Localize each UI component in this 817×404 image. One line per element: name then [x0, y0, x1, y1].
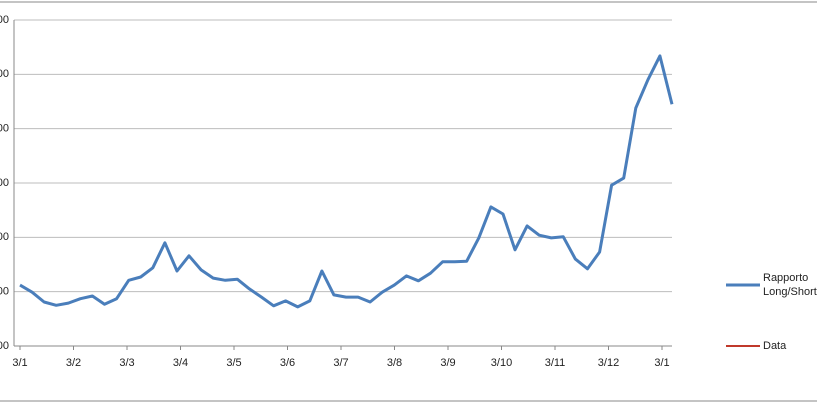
legend-label: Rapporto Long/Short — [763, 272, 817, 298]
x-tick-label: 3/8 — [387, 357, 402, 369]
x-tick-label: 3/6 — [280, 357, 295, 369]
x-tick-label: 3/4 — [173, 357, 188, 369]
x-tick-label: 3/5 — [226, 357, 241, 369]
x-tick-label: 3/1 — [12, 357, 27, 369]
y-tick-label: 100 — [0, 340, 9, 352]
x-tick-label: 3/3 — [119, 357, 134, 369]
y-tick-label: 200 — [0, 286, 9, 298]
y-tick-label: 600 — [0, 68, 9, 80]
series-line — [19, 54, 674, 309]
x-tick-label: 3/7 — [333, 357, 348, 369]
y-tick-label: 400 — [0, 177, 9, 189]
x-tick-label: 3/11 — [545, 357, 566, 369]
legend-label: Data — [763, 340, 787, 352]
y-tick-label: 500 — [0, 123, 9, 135]
y-tick-label: 300 — [0, 231, 9, 243]
x-tick-label: 3/10 — [491, 357, 512, 369]
x-tick-label: 3/2 — [66, 357, 81, 369]
x-tick-label: 3/1 — [654, 357, 669, 369]
x-tick-label: 3/9 — [440, 357, 455, 369]
x-tick-label: 3/12 — [598, 357, 619, 369]
y-tick-label: 700 — [0, 14, 9, 26]
